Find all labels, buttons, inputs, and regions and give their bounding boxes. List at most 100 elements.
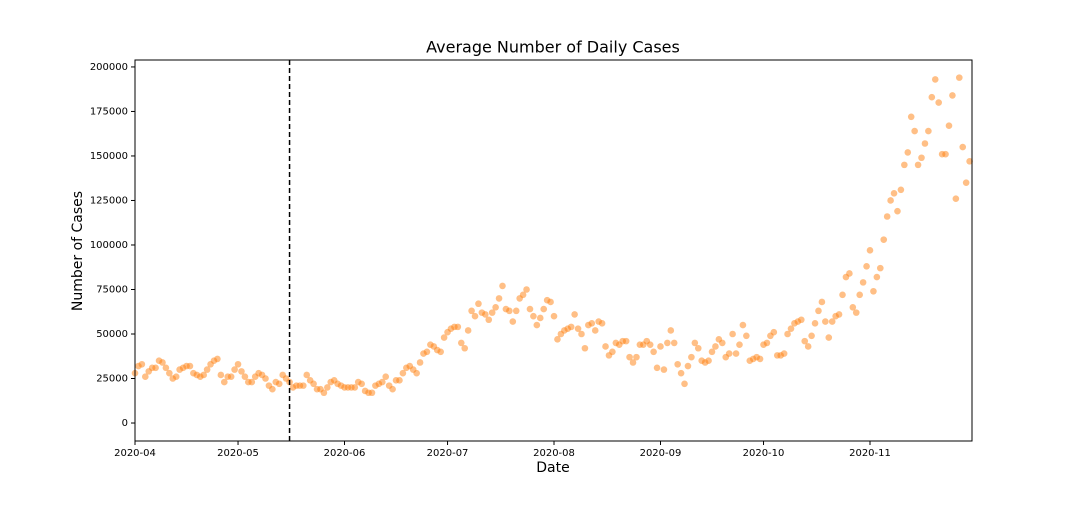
point — [904, 149, 912, 156]
point — [859, 279, 867, 286]
point — [578, 330, 585, 338]
y-tick-label: 0 — [122, 418, 128, 429]
point — [694, 344, 702, 352]
point — [894, 207, 901, 215]
point — [468, 307, 475, 315]
point — [214, 355, 221, 363]
point — [681, 380, 688, 388]
point — [670, 339, 678, 347]
point — [660, 366, 668, 373]
point — [550, 312, 558, 320]
point — [887, 197, 894, 204]
point — [852, 309, 860, 316]
point — [907, 113, 915, 121]
point — [238, 368, 245, 375]
point — [303, 371, 311, 379]
point — [351, 384, 359, 391]
y-tick-label: 100000 — [90, 240, 128, 251]
point — [925, 127, 932, 135]
x-tick-label: 2020-04 — [114, 448, 156, 459]
point — [633, 353, 640, 361]
point — [461, 344, 469, 352]
y-axis-label: Number of Cases — [70, 191, 86, 311]
y-tick-label: 50000 — [96, 329, 128, 340]
point — [598, 320, 606, 327]
point — [492, 303, 499, 311]
point — [825, 334, 833, 341]
point — [804, 343, 812, 350]
point — [883, 213, 891, 220]
point — [959, 143, 967, 151]
point — [378, 378, 386, 386]
point — [856, 291, 863, 299]
point — [876, 264, 884, 272]
point — [269, 385, 276, 393]
point — [712, 343, 719, 350]
point — [571, 311, 578, 318]
point — [416, 359, 424, 366]
point — [811, 320, 819, 327]
point — [780, 350, 788, 357]
point — [581, 344, 589, 352]
point — [495, 295, 503, 302]
point — [901, 161, 908, 169]
point — [911, 127, 918, 135]
point — [248, 378, 256, 386]
point — [931, 76, 939, 83]
x-tick-label: 2020-10 — [743, 448, 785, 459]
point — [533, 321, 541, 329]
point — [787, 325, 795, 332]
point — [200, 371, 207, 379]
point — [159, 359, 166, 366]
point — [437, 348, 444, 356]
point — [835, 311, 843, 318]
point — [602, 343, 609, 350]
point — [423, 348, 431, 356]
point — [310, 380, 317, 388]
point — [609, 348, 616, 356]
point — [574, 325, 582, 332]
point — [863, 263, 870, 270]
point — [554, 336, 561, 343]
point — [962, 179, 970, 186]
point — [588, 320, 596, 327]
point — [519, 291, 527, 299]
point — [719, 339, 726, 347]
point — [839, 291, 846, 299]
point — [152, 364, 159, 372]
point — [928, 93, 936, 101]
point — [798, 316, 805, 324]
point — [650, 348, 657, 356]
y-tick-label: 125000 — [90, 195, 128, 206]
point — [677, 369, 685, 377]
point — [540, 305, 548, 313]
point — [536, 314, 544, 322]
point — [162, 364, 170, 372]
point — [691, 339, 699, 347]
point — [464, 327, 472, 334]
point — [653, 364, 661, 372]
point — [389, 385, 396, 393]
point — [220, 378, 228, 386]
point — [231, 366, 238, 373]
x-tick-label: 2020-05 — [217, 448, 259, 459]
point — [512, 307, 520, 315]
point — [966, 158, 973, 165]
y-tick-label: 175000 — [90, 106, 128, 117]
point — [880, 236, 888, 243]
point — [488, 309, 496, 316]
point — [547, 298, 554, 306]
point — [227, 373, 235, 381]
y-tick-label: 75000 — [96, 284, 128, 295]
point — [818, 298, 826, 306]
point — [275, 380, 283, 388]
point — [688, 353, 695, 361]
point — [646, 341, 654, 348]
point — [739, 321, 747, 329]
point — [262, 375, 269, 382]
point — [955, 74, 963, 81]
y-tick-label: 200000 — [90, 62, 128, 73]
point — [485, 316, 493, 324]
